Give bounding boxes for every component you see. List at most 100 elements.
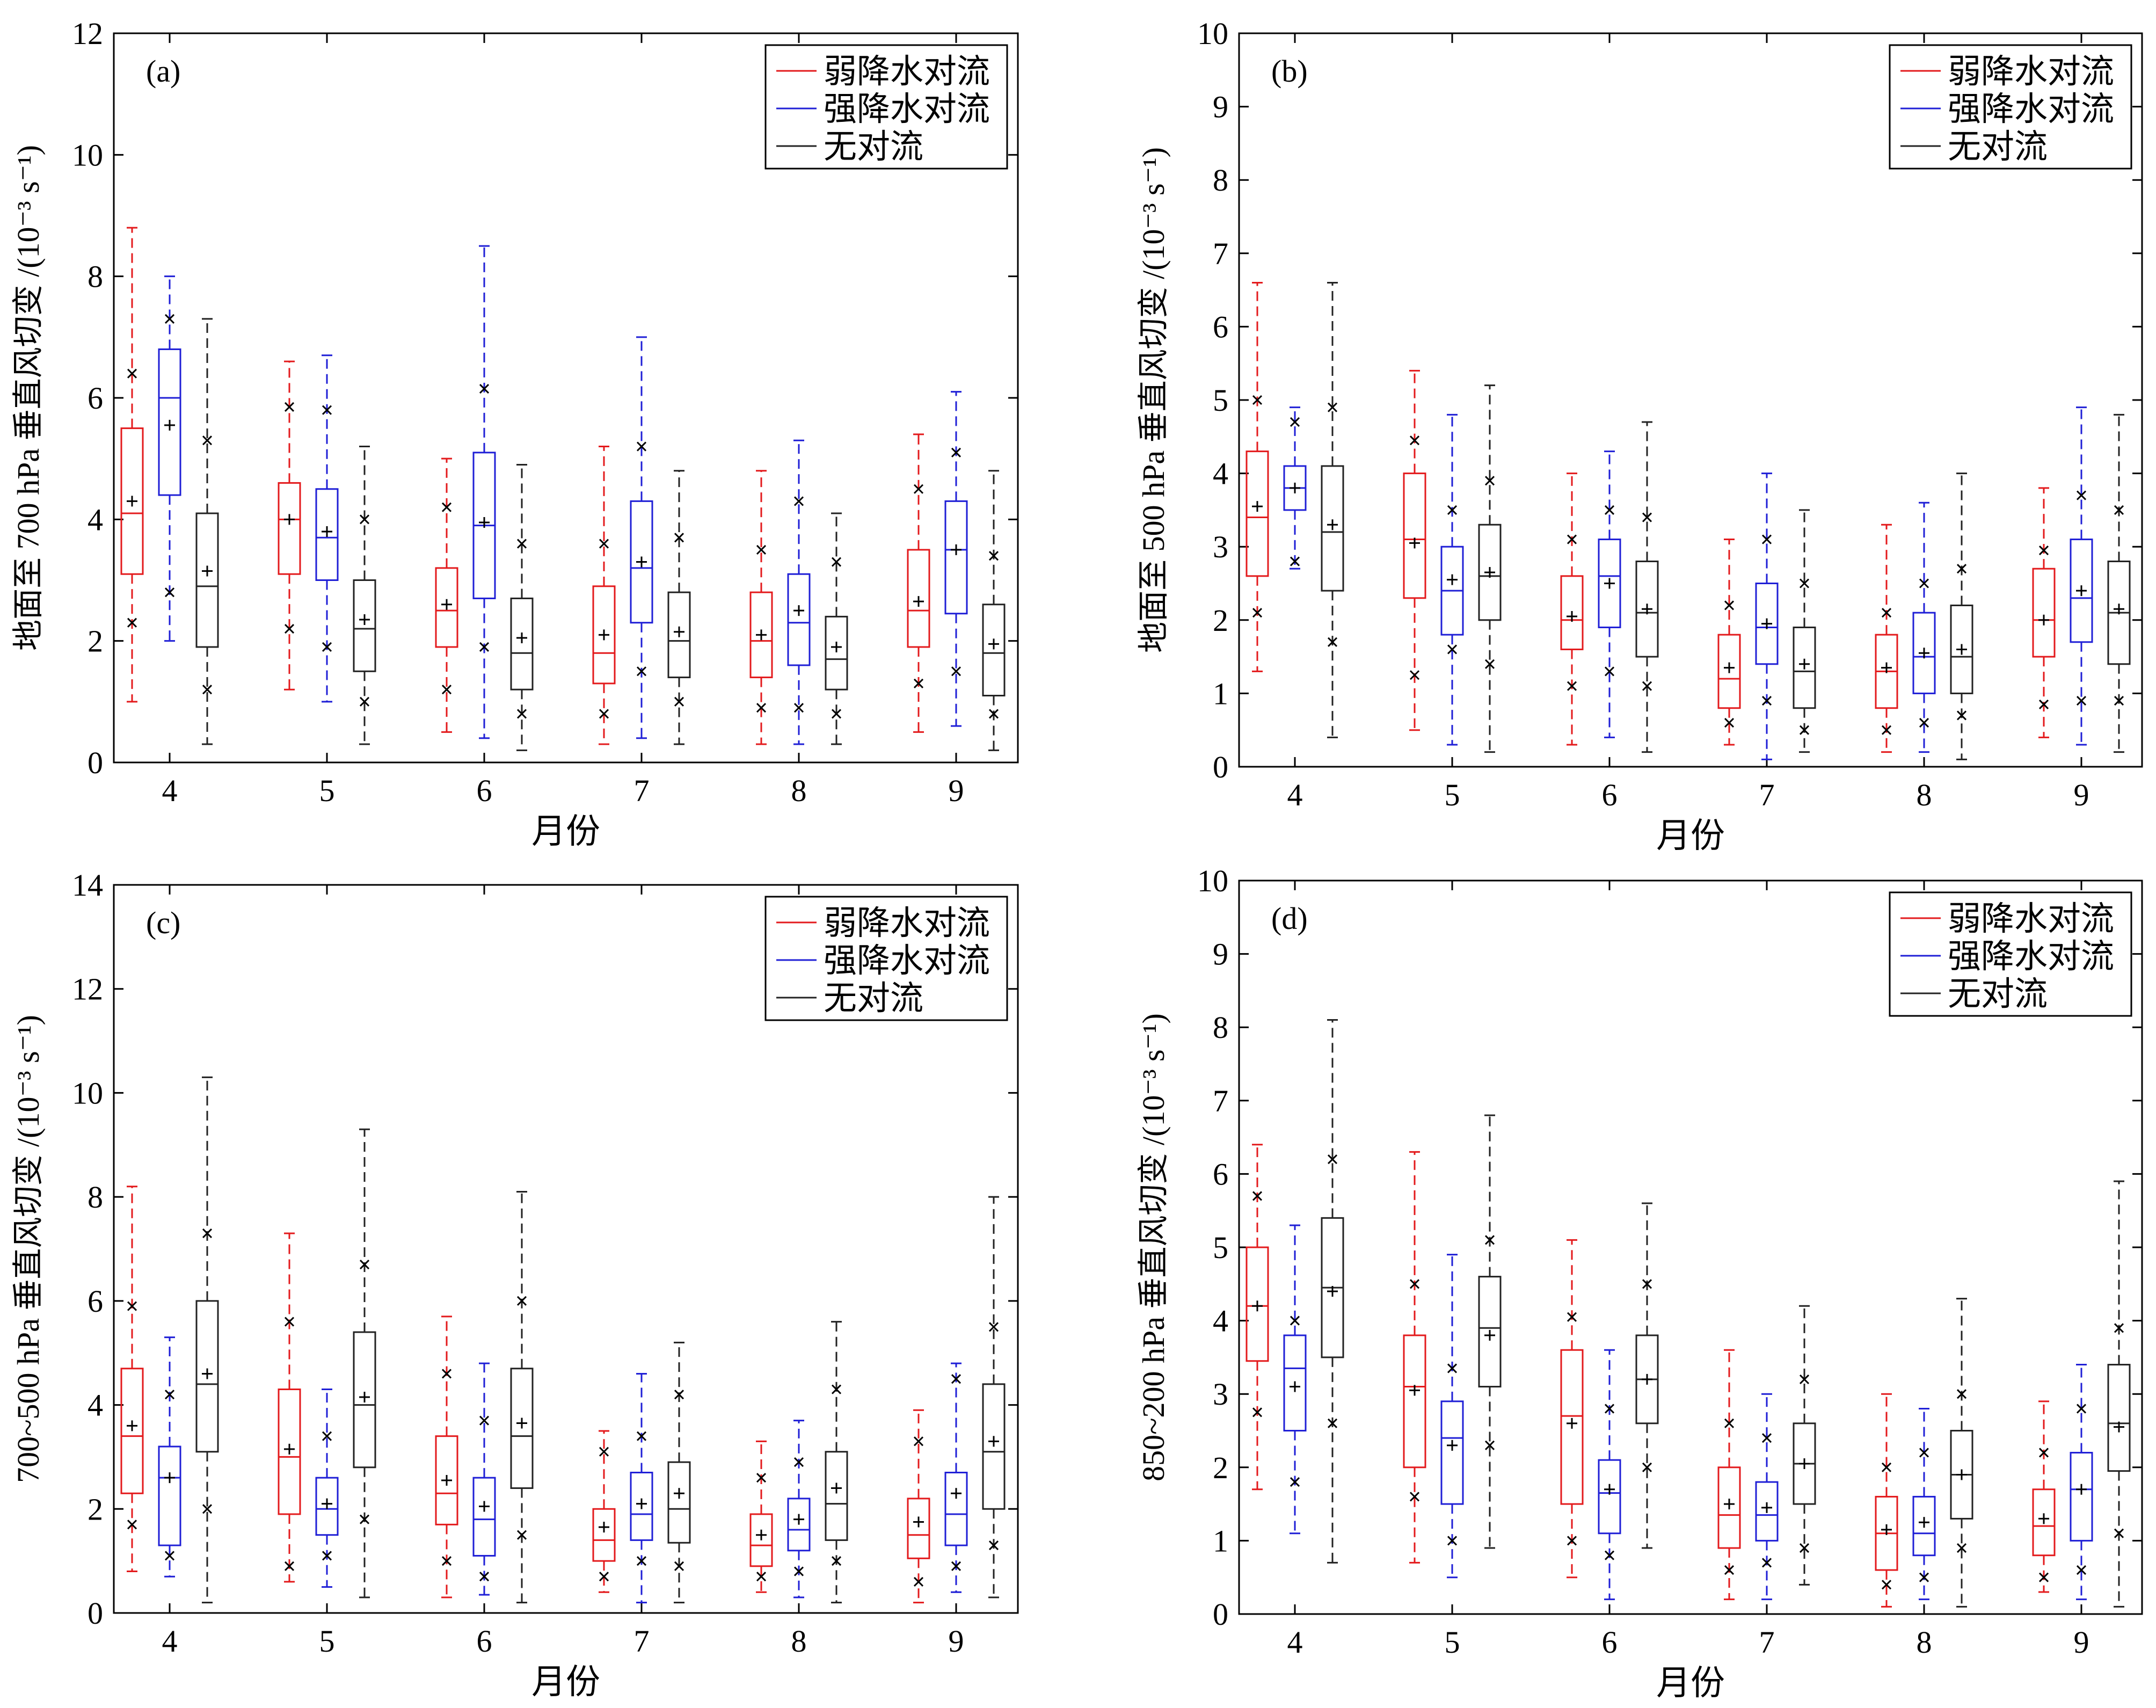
mean-marker bbox=[599, 629, 609, 641]
legend-entry-strong: 强降水对流 bbox=[824, 943, 990, 979]
x-tick-label: 6 bbox=[477, 773, 492, 808]
box-strong-4 bbox=[1283, 406, 1307, 570]
x-tick-label: 4 bbox=[162, 773, 178, 808]
box-no-convection-4 bbox=[1321, 1019, 1344, 1564]
iqr-box bbox=[1635, 561, 1659, 658]
iqr-box bbox=[1598, 539, 1621, 628]
p5-marker bbox=[1290, 1477, 1300, 1487]
mean-marker bbox=[951, 544, 962, 555]
x-tick-label: 5 bbox=[1445, 777, 1460, 812]
box-strong-8 bbox=[787, 439, 811, 745]
mean-marker bbox=[479, 517, 490, 528]
p5-marker bbox=[2038, 1572, 2049, 1582]
y-tick-label: 8 bbox=[1213, 163, 1228, 198]
box-strong-7 bbox=[1755, 1393, 1779, 1601]
iqr-box bbox=[1598, 1459, 1621, 1535]
y-tick-label: 4 bbox=[88, 502, 103, 537]
iqr-box bbox=[630, 1471, 653, 1541]
iqr-box bbox=[592, 1508, 616, 1562]
y-tick-label: 9 bbox=[1213, 937, 1228, 972]
iqr-box bbox=[1755, 1481, 1779, 1542]
y-tick-label: 4 bbox=[1213, 456, 1228, 491]
mean-marker bbox=[1447, 574, 1458, 585]
y-tick-label: 7 bbox=[1213, 236, 1228, 271]
box-strong-9 bbox=[944, 391, 968, 727]
box-no-convection-5 bbox=[1478, 1114, 1502, 1549]
x-axis-label: 月份 bbox=[1656, 1664, 1725, 1702]
mean-marker bbox=[1724, 1499, 1735, 1510]
mean-marker bbox=[1919, 1517, 1929, 1528]
p5-marker bbox=[322, 1551, 332, 1561]
p5-marker bbox=[1252, 608, 1263, 618]
p5-marker bbox=[164, 1551, 175, 1561]
p5-marker bbox=[599, 709, 609, 719]
box-strong-7 bbox=[630, 336, 653, 739]
mean-marker bbox=[127, 1420, 137, 1431]
y-tick-label: 1 bbox=[1213, 676, 1228, 711]
box-no-convection-5 bbox=[1478, 384, 1502, 753]
box-strong-6 bbox=[1598, 1349, 1621, 1601]
y-axis-label: 850~200 hPa 垂直风切变 /(10⁻³ s⁻¹) bbox=[1136, 1013, 1171, 1481]
plot-frame bbox=[113, 884, 1019, 1614]
x-tick-label: 4 bbox=[1287, 1625, 1303, 1660]
p95-marker bbox=[674, 533, 684, 543]
box-strong-9 bbox=[2070, 406, 2093, 746]
p95-marker bbox=[1447, 1363, 1458, 1373]
box-weak-4 bbox=[120, 227, 144, 703]
box-no-convection-9 bbox=[982, 1196, 1006, 1598]
p5-marker bbox=[1724, 717, 1735, 728]
p95-marker bbox=[479, 1415, 490, 1426]
box-no-convection-6 bbox=[1635, 1202, 1659, 1549]
y-tick-label: 5 bbox=[1213, 383, 1228, 418]
y-tick-label: 8 bbox=[88, 259, 103, 294]
y-tick-label: 2 bbox=[1213, 1450, 1228, 1485]
mean-marker bbox=[2038, 614, 2049, 626]
p95-marker bbox=[516, 539, 527, 549]
iqr-box bbox=[1283, 1334, 1307, 1431]
mean-marker bbox=[831, 641, 842, 652]
box-no-convection-8 bbox=[1950, 1298, 1973, 1608]
mean-marker bbox=[359, 614, 370, 626]
p95-marker bbox=[2114, 1323, 2124, 1333]
iqr-box bbox=[1560, 1349, 1584, 1505]
p5-marker bbox=[1642, 681, 1652, 691]
x-tick-label: 7 bbox=[634, 773, 650, 808]
p95-marker bbox=[1761, 534, 1772, 544]
p5-marker bbox=[284, 623, 295, 634]
chart-panel-c: 0 2 4 6 8 10 12 14 4 5 6 7 8 9 月份 700~500 hPa 垂直风切变 /(1… bbox=[11, 868, 1019, 1701]
p5-marker bbox=[1290, 556, 1300, 566]
p5-marker bbox=[1956, 1543, 1967, 1553]
p95-marker bbox=[164, 314, 175, 324]
legend-entry-strong: 强降水对流 bbox=[824, 91, 990, 128]
y-tick-label: 0 bbox=[88, 745, 103, 780]
x-tick-label: 8 bbox=[791, 1624, 807, 1659]
box-no-convection-7 bbox=[1793, 1305, 1816, 1586]
mean-marker bbox=[1799, 1458, 1810, 1469]
mean-marker bbox=[793, 605, 804, 616]
p5-marker bbox=[1919, 717, 1929, 728]
legend-entry-no-convection: 无对流 bbox=[824, 129, 923, 165]
mean-marker bbox=[1724, 662, 1735, 673]
p5-marker bbox=[913, 678, 924, 688]
mean-marker bbox=[1567, 610, 1577, 622]
p95-marker bbox=[1799, 578, 1810, 588]
box-strong-5 bbox=[315, 1389, 339, 1588]
p5-marker bbox=[1484, 659, 1495, 669]
p5-marker bbox=[441, 1556, 452, 1566]
y-axis-label: 地面至 500 hPa 垂直风切变 /(10⁻³ s⁻¹) bbox=[1136, 147, 1171, 653]
p95-marker bbox=[516, 1296, 527, 1306]
box-no-convection-4 bbox=[1321, 281, 1344, 738]
iqr-box bbox=[944, 500, 968, 615]
p5-marker bbox=[951, 1561, 962, 1571]
mean-marker bbox=[1290, 482, 1300, 493]
iqr-box bbox=[1478, 1276, 1502, 1388]
x-tick-label: 9 bbox=[2074, 777, 2089, 812]
box-strong-6 bbox=[472, 1362, 496, 1596]
p5-marker bbox=[988, 709, 999, 719]
x-tick-label: 6 bbox=[1602, 1625, 1618, 1660]
p5-marker bbox=[674, 1561, 684, 1571]
p95-marker bbox=[1290, 1315, 1300, 1326]
iqr-box bbox=[1717, 634, 1741, 709]
legend-box bbox=[1889, 44, 2132, 170]
box-strong-4 bbox=[158, 275, 181, 642]
